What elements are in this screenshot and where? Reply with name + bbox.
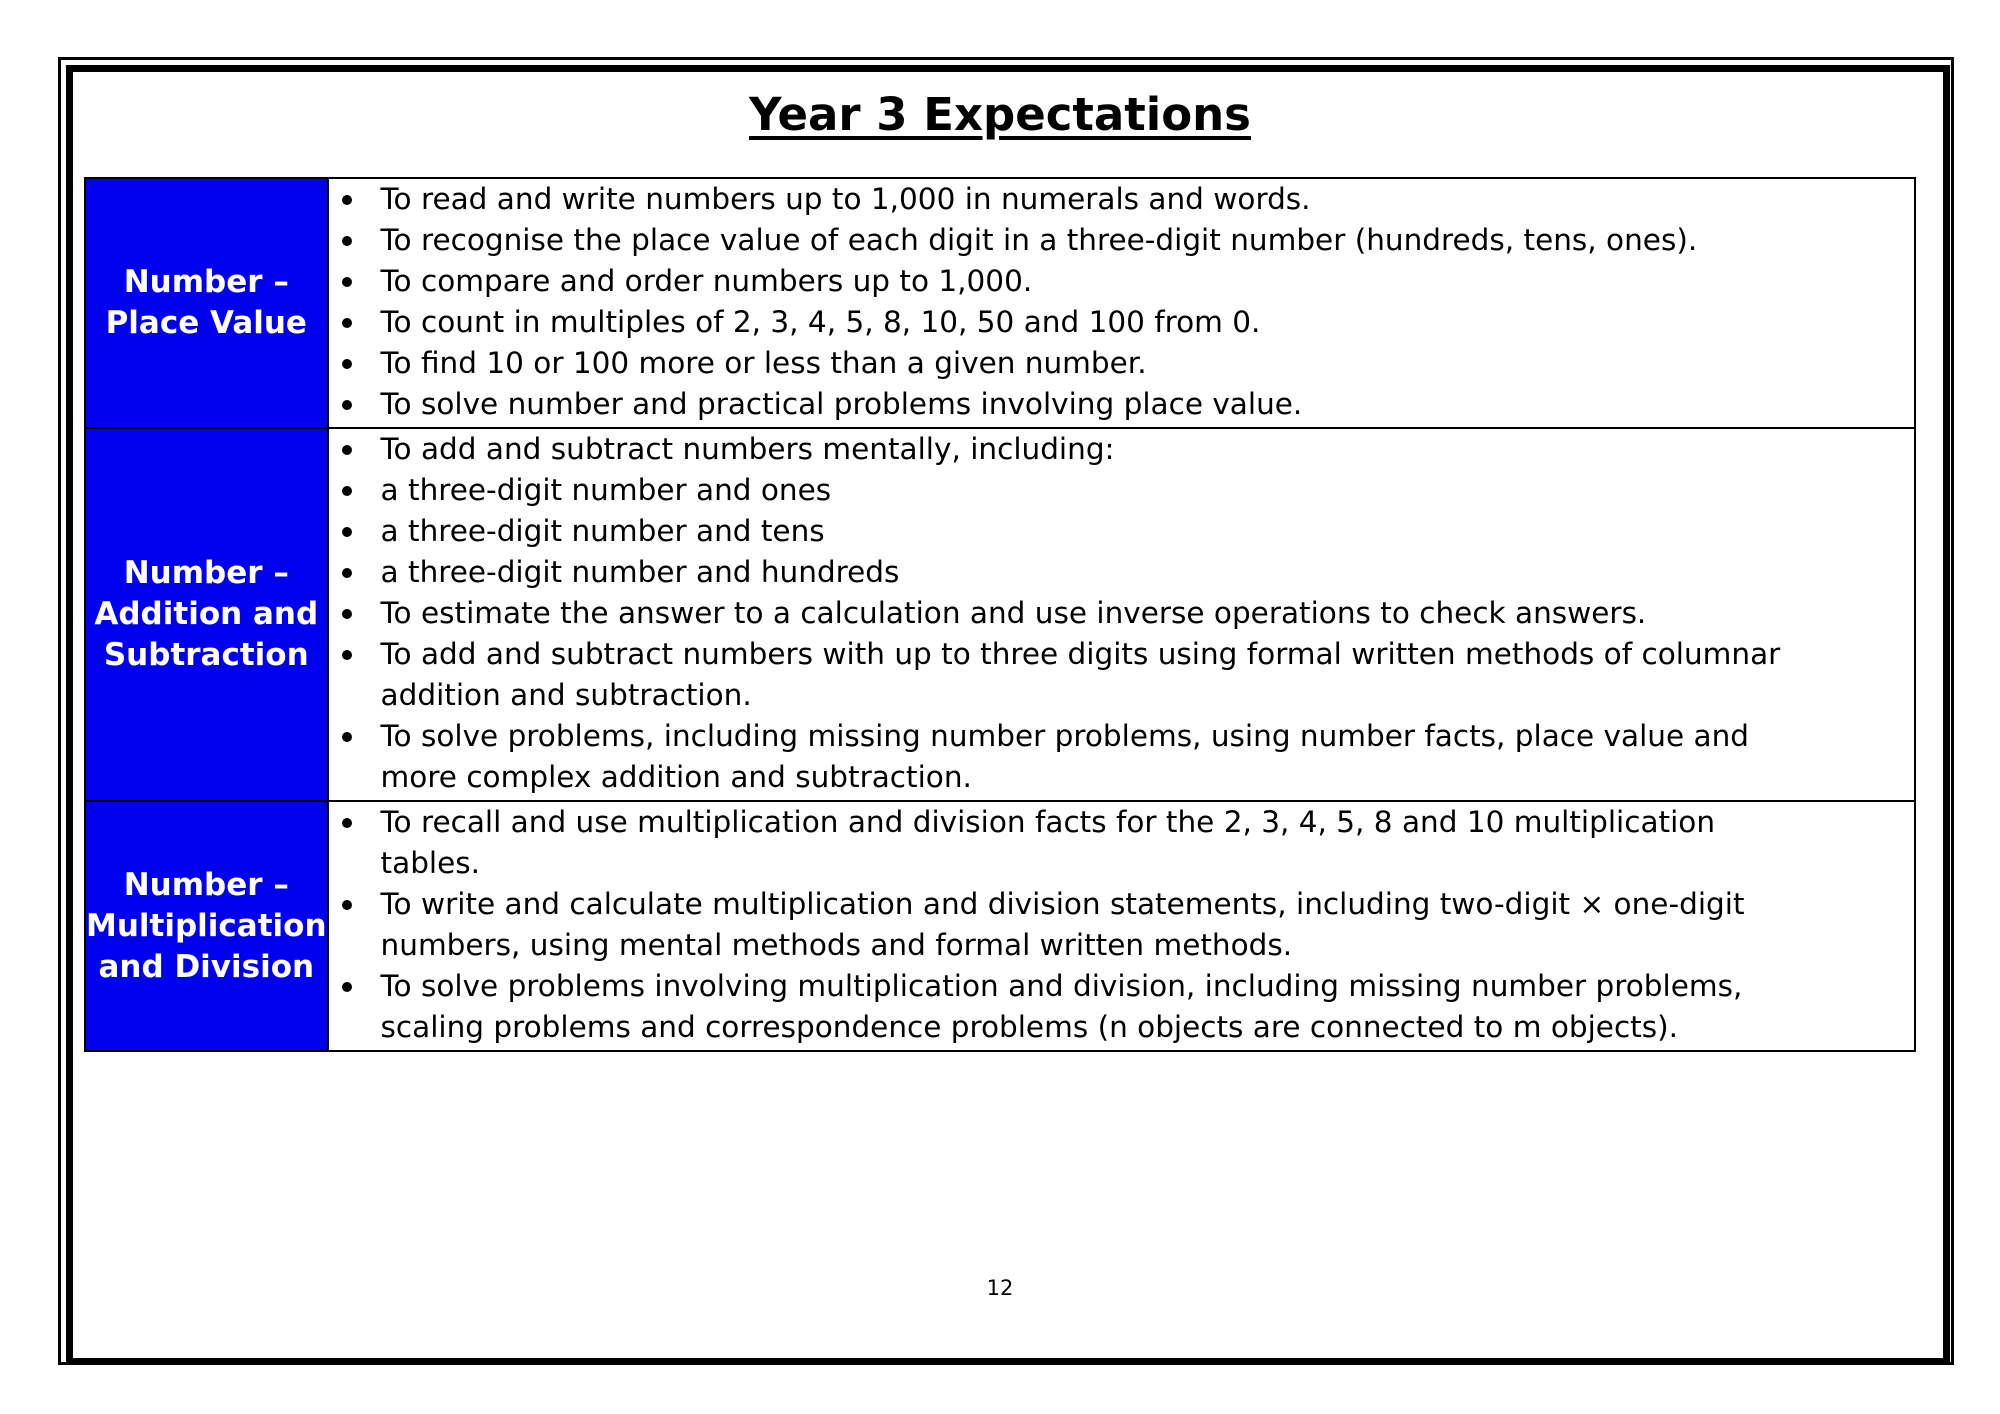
list-item-text: To add and subtract numbers with up to t…	[380, 637, 1781, 671]
list-item: To recall and use multiplication and div…	[329, 802, 1914, 884]
list-item-text: more complex addition and subtraction.	[380, 760, 972, 794]
list-item: To recognise the place value of each dig…	[329, 220, 1914, 261]
list-item-text: To add and subtract numbers mentally, in…	[380, 432, 1115, 466]
list-item: a three-digit number and tens	[329, 511, 1914, 552]
list-item: To solve problems, including missing num…	[329, 716, 1914, 798]
list-item-text: To count in multiples of 2, 3, 4, 5, 8, …	[380, 305, 1261, 339]
list-item: To read and write numbers up to 1,000 in…	[329, 179, 1914, 220]
list-item: To solve number and practical problems i…	[329, 384, 1914, 425]
list-item-text: addition and subtraction.	[380, 678, 752, 712]
category-label-line: and Division	[98, 948, 315, 985]
page-number: 12	[986, 1276, 1014, 1300]
list-item-text: To solve problems involving multiplicati…	[380, 969, 1743, 1003]
list-item-text: a three-digit number and tens	[380, 514, 825, 548]
list-item-text: To write and calculate multiplication an…	[380, 887, 1745, 921]
list-item: a three-digit number and ones	[329, 470, 1914, 511]
page-title: Year 3 Expectations	[749, 88, 1251, 141]
objectives-list: To recall and use multiplication and div…	[329, 802, 1914, 1048]
category-label-line: Number –	[123, 866, 289, 903]
objectives-cell: To add and subtract numbers mentally, in…	[326, 427, 1917, 802]
list-item-text: To solve number and practical problems i…	[380, 387, 1303, 421]
list-item-text: To recognise the place value of each dig…	[380, 223, 1698, 257]
list-item-text: tables.	[380, 846, 481, 880]
category-label-line: Addition and	[94, 596, 319, 632]
list-item: To estimate the answer to a calculation …	[329, 593, 1914, 634]
category-cell: Number – Addition and Subtraction	[84, 427, 329, 802]
list-item: To count in multiples of 2, 3, 4, 5, 8, …	[329, 302, 1914, 343]
category-label-line: Number –	[123, 264, 289, 300]
category-label-line: Subtraction	[103, 637, 309, 673]
list-item: To add and subtract numbers with up to t…	[329, 634, 1914, 716]
list-item: To solve problems involving multiplicati…	[329, 966, 1914, 1048]
list-item-text: numbers, using mental methods and formal…	[380, 928, 1293, 962]
list-item: a three-digit number and hundreds	[329, 552, 1914, 593]
list-item-text: To find 10 or 100 more or less than a gi…	[380, 346, 1147, 380]
list-item-text: To compare and order numbers up to 1,000…	[380, 264, 1033, 298]
list-item: To add and subtract numbers mentally, in…	[329, 429, 1914, 470]
page-border-inner	[66, 65, 1950, 1365]
list-item-text: a three-digit number and hundreds	[380, 555, 900, 589]
objectives-cell: To read and write numbers up to 1,000 in…	[326, 177, 1917, 429]
table-row: Number – Multiplication and Division To rec…	[84, 800, 1917, 1052]
category-cell: Number – Place Value	[84, 177, 329, 429]
list-item-text: To solve problems, including missing num…	[380, 719, 1749, 753]
list-item-text: To recall and use multiplication and div…	[380, 805, 1716, 839]
list-item-text: scaling problems and correspondence prob…	[380, 1010, 1678, 1044]
list-item-text: To read and write numbers up to 1,000 in…	[380, 182, 1311, 216]
objectives-list: To add and subtract numbers mentally, in…	[329, 429, 1914, 798]
objectives-cell: To recall and use multiplication and div…	[326, 800, 1917, 1052]
table-row: Number – Place Value To read and write num…	[84, 177, 1917, 429]
table-row: Number – Addition and Subtraction To add an…	[84, 427, 1917, 802]
list-item: To write and calculate multiplication an…	[329, 884, 1914, 966]
category-label-line: Multiplication	[86, 907, 327, 944]
list-item-text: a three-digit number and ones	[380, 473, 832, 507]
list-item-text: To estimate the answer to a calculation …	[380, 596, 1647, 630]
category-cell: Number – Multiplication and Division	[84, 800, 329, 1052]
list-item: To find 10 or 100 more or less than a gi…	[329, 343, 1914, 384]
category-label-line: Number –	[123, 555, 289, 591]
category-label-line: Place Value	[105, 305, 307, 341]
list-item: To compare and order numbers up to 1,000…	[329, 261, 1914, 302]
objectives-list: To read and write numbers up to 1,000 in…	[329, 179, 1914, 425]
expectations-table: Number – Place Value To read and write num…	[84, 177, 1917, 1052]
